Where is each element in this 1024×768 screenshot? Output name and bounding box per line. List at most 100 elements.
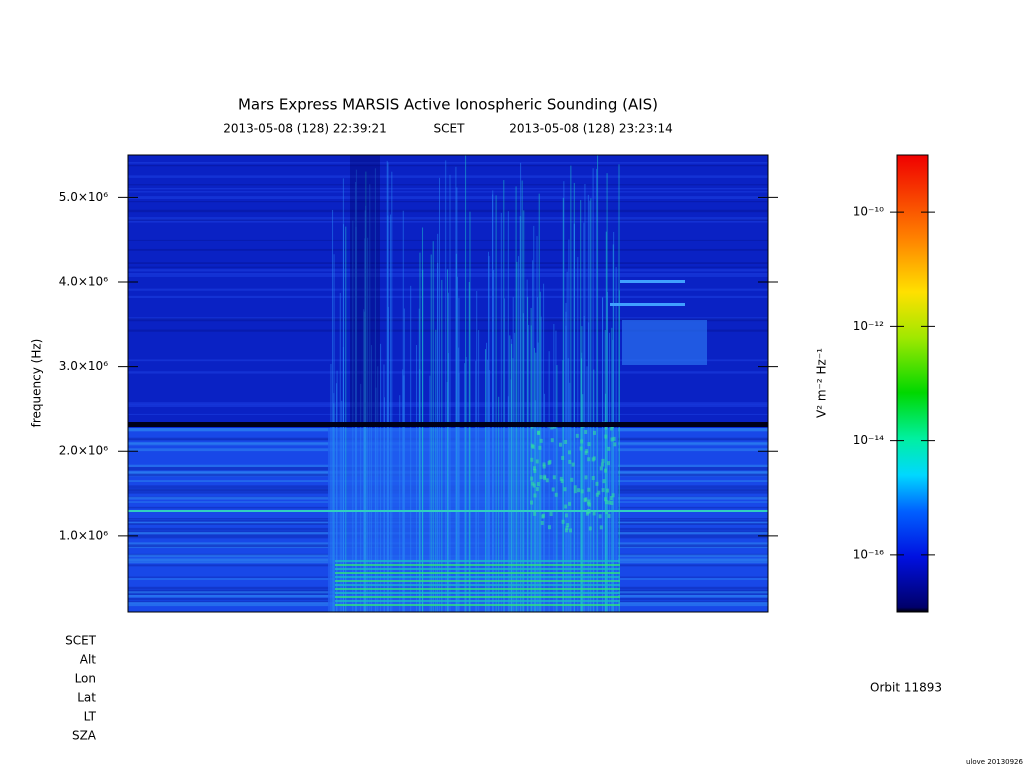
spec-blob: [580, 439, 584, 444]
spec-vline: [418, 308, 420, 612]
spec-vline: [543, 283, 545, 612]
spec-vline: [528, 324, 530, 612]
spec-vline: [360, 383, 362, 612]
spec-vline: [387, 215, 389, 612]
spec-streak: [610, 303, 685, 306]
plot-frame: [127, 154, 769, 613]
spec-vline: [533, 225, 535, 612]
spec-vline: [583, 316, 585, 612]
spec-blob: [542, 464, 546, 469]
colorbar-tick-label: 10⁻¹⁴: [853, 433, 884, 447]
colorbar: [896, 154, 929, 613]
spec-blob: [604, 468, 608, 473]
spec-vline: [535, 352, 537, 612]
spec-vline: [606, 173, 608, 612]
spec-blob: [533, 493, 537, 498]
y-tick-label: 3.0×10⁶: [59, 359, 108, 373]
spec-vline: [374, 168, 376, 612]
y-tick-label: 2.0×10⁶: [59, 444, 108, 458]
spec-blob: [573, 489, 577, 494]
spec-vline: [438, 177, 440, 612]
spec-vline: [410, 285, 412, 612]
spec-vline: [485, 349, 487, 612]
spec-blob: [573, 485, 577, 490]
spec-blob: [532, 466, 536, 471]
colorbar-tick-label: 10⁻¹⁶: [853, 547, 884, 561]
spec-vline: [515, 186, 517, 612]
spec-vline: [537, 342, 539, 612]
spec-vline: [493, 269, 495, 612]
spec-blob: [569, 528, 573, 533]
spec-blob: [604, 497, 608, 502]
spec-vline: [569, 382, 571, 612]
spec-blob: [560, 479, 564, 484]
spec-vline: [611, 327, 613, 612]
spec-blob: [579, 446, 583, 451]
spec-vline: [380, 343, 382, 612]
spec-vline: [492, 194, 494, 612]
spec-blob: [530, 500, 534, 505]
spec-vline: [456, 187, 458, 612]
spec-vline: [548, 351, 550, 612]
spec-echo: [335, 564, 620, 566]
spec-blob: [577, 488, 581, 493]
spec-blob: [571, 462, 575, 467]
spec-vline: [352, 220, 354, 612]
spec-dark-line: [128, 422, 768, 427]
spec-hline: [128, 220, 768, 223]
spec-blob: [605, 510, 609, 515]
spec-blob: [551, 487, 555, 492]
spec-vline: [503, 180, 505, 612]
spec-echo: [335, 560, 620, 562]
spec-hline: [128, 187, 768, 190]
spec-vline: [586, 366, 588, 612]
spec-blob: [601, 458, 605, 463]
spec-vline: [416, 344, 418, 612]
spec-vline: [516, 261, 518, 612]
spec-vline: [555, 330, 557, 612]
spec-hline: [128, 618, 768, 620]
spec-vline: [355, 169, 357, 612]
spec-vline: [419, 252, 421, 612]
spec-blob: [567, 450, 571, 455]
spec-vline: [504, 298, 506, 612]
spec-echo: [335, 572, 620, 574]
ephemeris-name: SZA: [72, 729, 97, 743]
spec-vline: [488, 370, 490, 612]
spec-blob: [535, 459, 539, 464]
spec-blob: [541, 513, 545, 518]
spec-echo: [335, 584, 620, 586]
spec-dark-col: [350, 155, 380, 425]
spec-vline: [597, 155, 599, 612]
spec-blob: [570, 477, 574, 482]
spec-blob: [597, 490, 601, 495]
spec-vline: [500, 212, 502, 612]
spec-blob: [538, 445, 542, 450]
y-tick-label: 1.0×10⁶: [59, 528, 108, 542]
spec-vline: [449, 174, 451, 612]
spec-streak: [620, 280, 685, 283]
spec-vline: [566, 271, 568, 612]
spec-vline: [605, 231, 607, 612]
spec-vline: [533, 347, 535, 612]
spec-blob: [558, 442, 562, 447]
footer: ulove 20130926: [966, 758, 1024, 766]
spec-vline: [475, 360, 477, 612]
spec-vline: [383, 397, 385, 612]
spec-blob: [587, 487, 591, 492]
spec-vline: [391, 171, 393, 612]
spectrogram: [128, 155, 768, 620]
spec-blob: [588, 502, 592, 507]
spec-vline: [588, 322, 590, 612]
spec-hline: [128, 164, 768, 167]
y-tick-label: 5.0×10⁶: [59, 190, 108, 204]
spec-hline: [128, 175, 768, 178]
spec-vline: [339, 292, 341, 612]
spec-vline: [469, 211, 471, 612]
spec-vline: [476, 290, 478, 612]
spec-blob: [584, 430, 588, 435]
colorbar-label: V² m⁻² Hz⁻¹: [815, 348, 829, 418]
spec-blob: [607, 461, 611, 466]
spec-blob: [531, 444, 535, 449]
spec-vline: [365, 205, 367, 612]
